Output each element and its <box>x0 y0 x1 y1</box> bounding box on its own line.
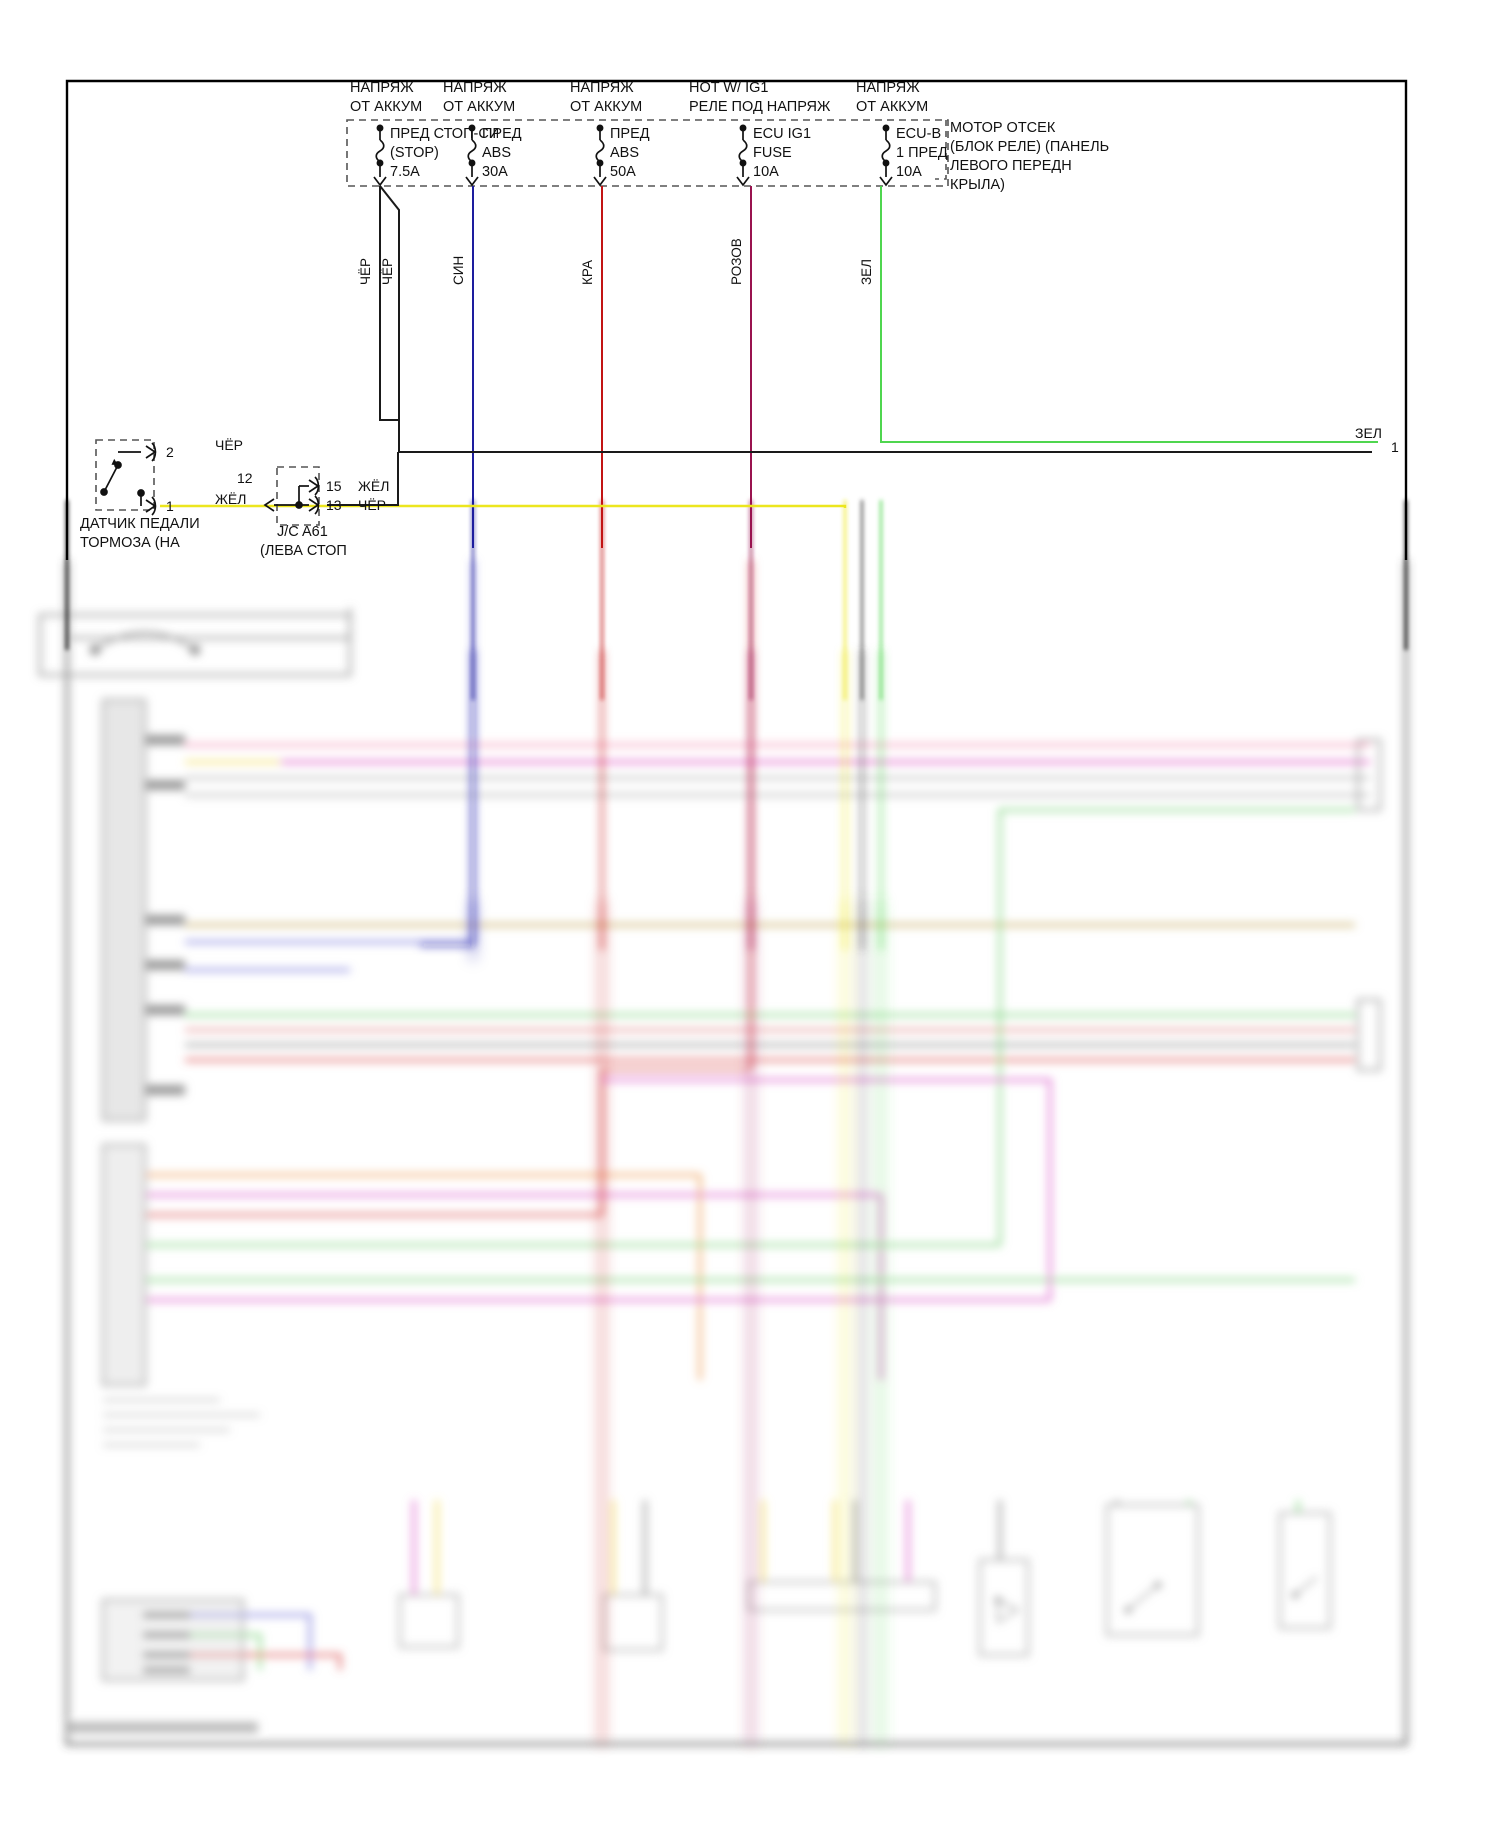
svg-text:(ЛЕВА СТОП: (ЛЕВА СТОП <box>260 543 347 559</box>
svg-text:СИН: СИН <box>451 256 466 285</box>
svg-text:FUSE: FUSE <box>753 145 792 161</box>
svg-text:ECU IG1: ECU IG1 <box>753 126 811 142</box>
svg-text:ОТ АККУМ: ОТ АККУМ <box>856 99 928 115</box>
svg-text:ЖЁЛ: ЖЁЛ <box>215 491 246 507</box>
svg-text:ABS: ABS <box>482 145 511 161</box>
svg-text:МОТОР ОТСЕК: МОТОР ОТСЕК <box>950 120 1056 136</box>
svg-text:13: 13 <box>326 497 342 513</box>
svg-text:1: 1 <box>1391 439 1399 455</box>
svg-text:J/C A61: J/C A61 <box>277 524 328 540</box>
svg-text:7.5A: 7.5A <box>390 164 420 180</box>
svg-text:10A: 10A <box>896 164 922 180</box>
svg-text:ЗЕЛ: ЗЕЛ <box>859 259 874 285</box>
svg-text:ABS: ABS <box>610 145 639 161</box>
svg-text:КРЫЛА): КРЫЛА) <box>950 177 1005 193</box>
svg-text:РЕЛЕ ПОД НАПРЯЖ: РЕЛЕ ПОД НАПРЯЖ <box>689 99 831 115</box>
svg-text:ЖЁЛ: ЖЁЛ <box>358 478 389 494</box>
svg-text:ТОРМОЗА (НА: ТОРМОЗА (НА <box>80 535 180 551</box>
svg-text:ОТ АККУМ: ОТ АККУМ <box>350 99 422 115</box>
svg-text:ЧЁР: ЧЁР <box>358 258 373 285</box>
svg-text:НАПРЯЖ: НАПРЯЖ <box>570 80 634 96</box>
svg-text:1 ПРЕД: 1 ПРЕД <box>896 145 948 161</box>
svg-text:ЛЕВОГО ПЕРЕДН: ЛЕВОГО ПЕРЕДН <box>950 158 1072 174</box>
svg-text:ПРЕД: ПРЕД <box>610 126 650 142</box>
svg-text:ОТ АККУМ: ОТ АККУМ <box>570 99 642 115</box>
svg-text:2: 2 <box>166 444 174 460</box>
svg-text:(STOP): (STOP) <box>390 145 439 161</box>
svg-text:ЗЕЛ: ЗЕЛ <box>1355 425 1382 441</box>
svg-text:12: 12 <box>237 470 253 486</box>
svg-text:НАПРЯЖ: НАПРЯЖ <box>856 80 920 96</box>
svg-text:ДАТЧИК ПЕДАЛИ: ДАТЧИК ПЕДАЛИ <box>80 516 200 532</box>
svg-text:ЧЁР: ЧЁР <box>215 437 243 453</box>
svg-text:(БЛОК РЕЛЕ) (ПАНЕЛЬ: (БЛОК РЕЛЕ) (ПАНЕЛЬ <box>950 139 1109 155</box>
svg-text:10A: 10A <box>753 164 779 180</box>
svg-text:НАПРЯЖ: НАПРЯЖ <box>443 80 507 96</box>
svg-text:50A: 50A <box>610 164 636 180</box>
svg-text:15: 15 <box>326 478 342 494</box>
svg-text:РОЗОВ: РОЗОВ <box>729 238 744 285</box>
svg-text:ЧЁР: ЧЁР <box>358 497 386 513</box>
svg-text:HOT W/ IG1: HOT W/ IG1 <box>689 80 769 96</box>
svg-text:ОТ АККУМ: ОТ АККУМ <box>443 99 515 115</box>
svg-text:30A: 30A <box>482 164 508 180</box>
svg-text:ECU-B: ECU-B <box>896 126 941 142</box>
svg-text:ЧЁР: ЧЁР <box>380 258 395 285</box>
svg-text:ПРЕД: ПРЕД <box>482 126 522 142</box>
svg-text:КРА: КРА <box>580 260 595 285</box>
svg-text:НАПРЯЖ: НАПРЯЖ <box>350 80 414 96</box>
svg-text:1: 1 <box>166 498 174 514</box>
